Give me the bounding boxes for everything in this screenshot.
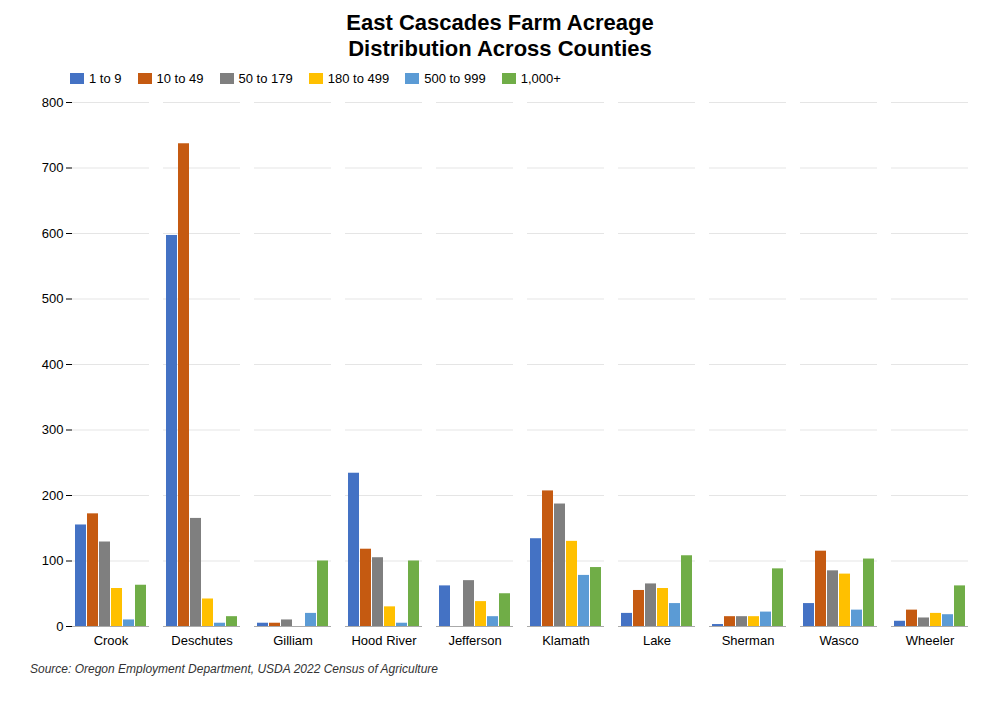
svg-text:300: 300 bbox=[42, 422, 64, 437]
html-text:1 to 9: 1 to 9 bbox=[89, 70, 122, 86]
svg-text:100: 100 bbox=[42, 553, 64, 568]
html-text:Source: Oregon Employment Depa: Source: Oregon Employment Department, US… bbox=[30, 661, 438, 676]
svg-text:800: 800 bbox=[42, 94, 64, 109]
svg-text:Lake: Lake bbox=[643, 633, 671, 648]
svg-text:Sherman: Sherman bbox=[722, 633, 775, 648]
svg-text:0: 0 bbox=[56, 618, 63, 633]
svg-text:500: 500 bbox=[42, 291, 64, 306]
svg-text:Gilliam: Gilliam bbox=[273, 633, 313, 648]
html-text:1,000+: 1,000+ bbox=[520, 70, 561, 86]
html-text:East Cascades Farm Acreage Dis: East Cascades Farm Acreage Distribution … bbox=[346, 10, 654, 62]
html-text:180 to 499: 180 to 499 bbox=[327, 70, 390, 86]
svg-text:Klamath: Klamath bbox=[542, 633, 590, 648]
svg-text:400: 400 bbox=[42, 356, 64, 371]
svg-text:Deschutes: Deschutes bbox=[171, 633, 233, 648]
svg-text:600: 600 bbox=[42, 225, 64, 240]
html-text:10 to 49: 10 to 49 bbox=[156, 70, 204, 86]
svg-text:Wasco: Wasco bbox=[819, 633, 858, 648]
svg-text:Crook: Crook bbox=[94, 633, 129, 648]
svg-text:Hood River: Hood River bbox=[351, 633, 417, 648]
html-text:50 to 179: 50 to 179 bbox=[238, 70, 293, 86]
svg-text:200: 200 bbox=[42, 487, 64, 502]
svg-text:Wheeler: Wheeler bbox=[906, 633, 955, 648]
svg-text:Jefferson: Jefferson bbox=[448, 633, 501, 648]
svg-text:700: 700 bbox=[42, 160, 64, 175]
html-text:500 to 999: 500 to 999 bbox=[424, 70, 486, 86]
